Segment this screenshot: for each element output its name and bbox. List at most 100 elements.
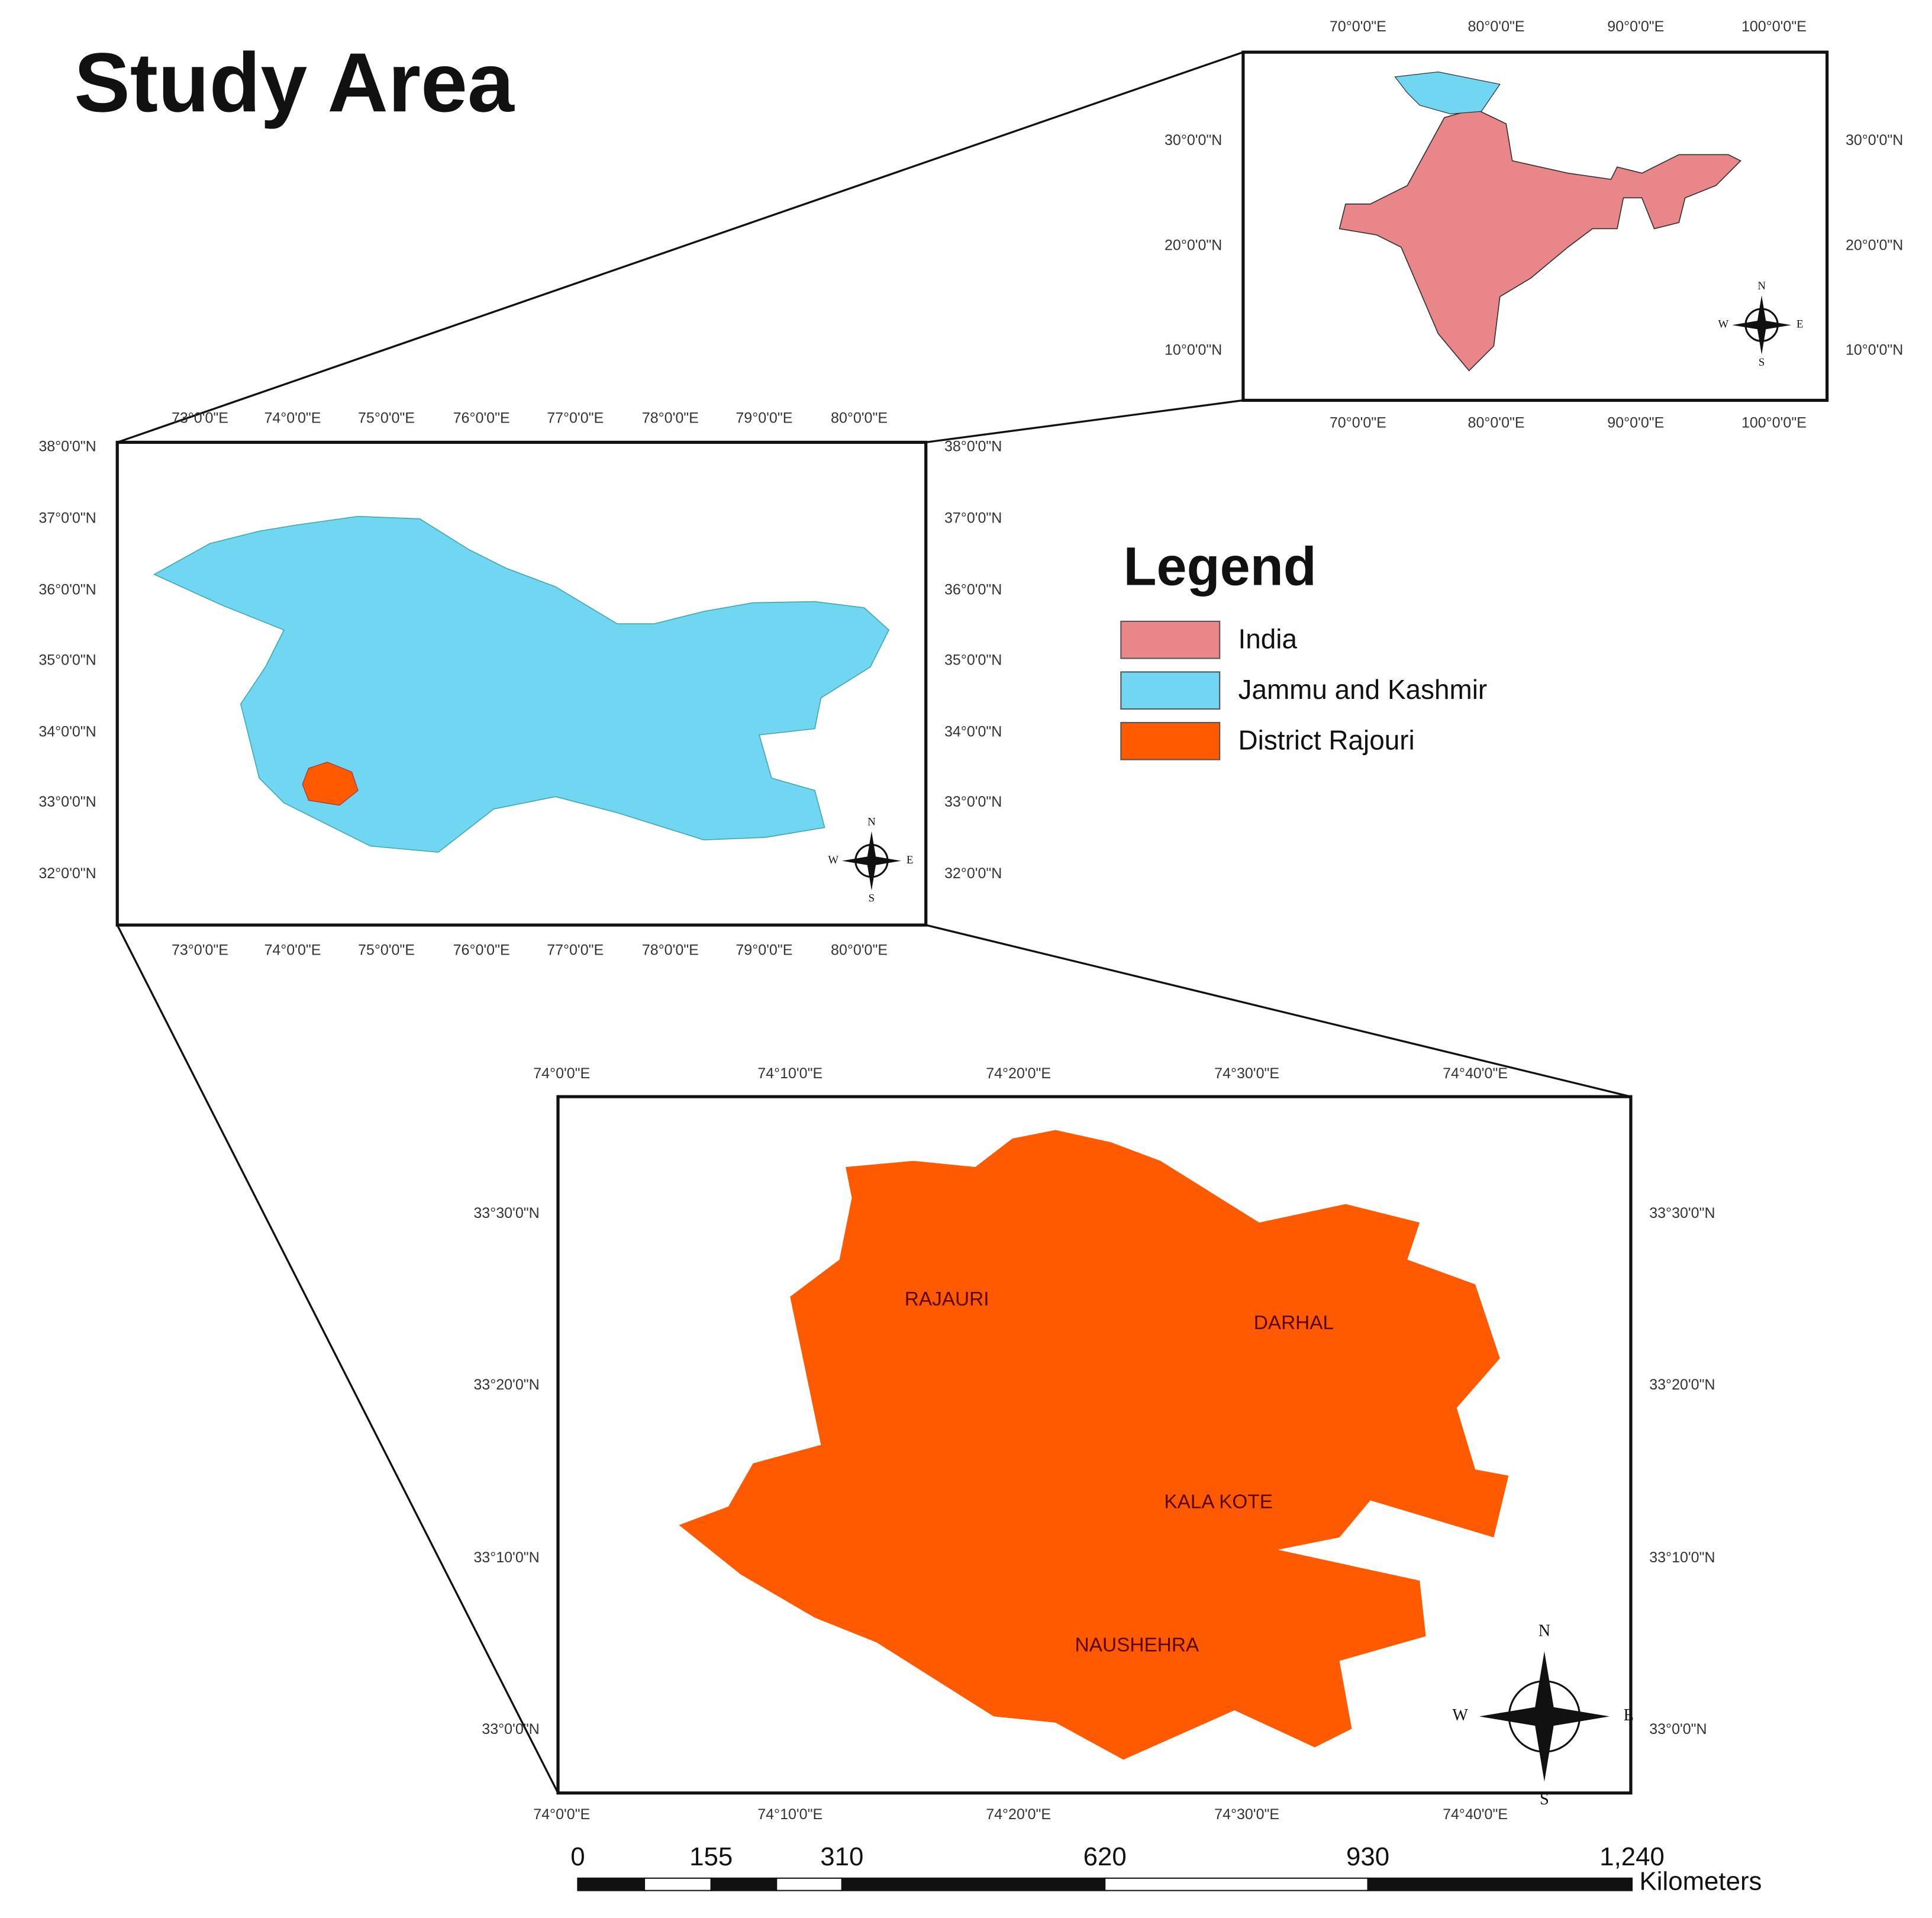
longitude-label: 76°0'0"E [453,410,510,426]
latitude-label: 33°10'0"N [473,1549,539,1566]
longitude-label: 79°0'0"E [736,410,792,426]
legend-label: India [1238,623,1298,654]
scale-bar: 0 155 310 620 930 1,240 [570,1842,1665,1891]
latitude-label: 33°10'0"N [1649,1549,1715,1566]
compass-letter: N [1757,280,1766,292]
scale-label: 155 [689,1842,733,1871]
compass-star [1732,295,1792,355]
latitude-label: 20°0'0"N [1846,237,1903,253]
longitude-label: 70°0'0"E [1330,18,1386,35]
longitude-label: 78°0'0"E [642,942,699,959]
longitude-label: 77°0'0"E [547,942,604,959]
latitude-label: 36°0'0"N [38,581,96,598]
compass-star [841,831,901,891]
longitude-label: 74°40'0"E [1443,1065,1508,1082]
scale-segment [1367,1877,1633,1891]
longitude-label: 74°0'0"E [264,410,321,426]
north-arrow: N S E W [1718,280,1804,369]
scale-segment [1104,1877,1369,1891]
scale-segment [710,1877,778,1891]
compass-letter: N [1538,1622,1550,1640]
longitude-label: 79°0'0"E [736,942,792,959]
compass-letter: W [1452,1706,1468,1724]
latitude-label: 33°20'0"N [473,1377,539,1393]
compass-letter: S [1759,356,1765,369]
longitude-label: 90°0'0"E [1607,18,1664,35]
longitude-label: 100°0'0"E [1741,18,1807,35]
latitude-label: 33°0'0"N [1649,1721,1707,1738]
latitude-label: 35°0'0"N [38,652,96,668]
north-arrow: N S E W [828,815,913,904]
longitude-label: 80°0'0"E [831,942,888,959]
scale-label: 620 [1083,1842,1127,1871]
longitude-label: 74°30'0"E [1214,1806,1279,1823]
longitude-label: 76°0'0"E [453,942,510,959]
latitude-label: 33°30'0"N [473,1205,539,1221]
latitude-label: 33°30'0"N [1649,1205,1715,1221]
scale-label: 310 [820,1842,863,1871]
compass-letter: S [1540,1790,1549,1809]
compass-letter: W [1718,318,1729,331]
scale-label: 0 [570,1842,585,1871]
compass-letter: E [1624,1706,1634,1724]
latitude-label: 35°0'0"N [944,652,1002,668]
compass-star [1479,1651,1610,1782]
legend: India Jammu and Kashmir District Rajouri [1120,620,1488,760]
connector [117,51,1244,443]
longitude-label: 77°0'0"E [547,410,604,426]
longitude-label: 78°0'0"E [642,410,699,426]
latitude-label: 30°0'0"N [1165,132,1222,149]
longitude-label: 74°10'0"E [757,1065,823,1082]
connector [116,924,559,1794]
scale-segment [841,1877,1106,1891]
legend-title: Legend [1123,537,1316,597]
district-label: DARHAL [1254,1312,1334,1334]
longitude-label: 74°0'0"E [264,942,321,959]
scale-unit: Kilometers [1640,1867,1762,1896]
longitude-label: 75°0'0"E [358,942,415,959]
latitude-label: 33°0'0"N [482,1721,539,1738]
north-arrow: N S E W [1452,1622,1633,1809]
latitude-label: 37°0'0"N [944,510,1002,526]
latitude-label: 37°0'0"N [38,510,96,526]
latitude-label: 36°0'0"N [944,581,1002,598]
compass-letter: N [867,815,876,828]
longitude-label: 74°40'0"E [1443,1806,1508,1823]
latitude-label: 20°0'0"N [1165,237,1222,253]
longitude-label: 100°0'0"E [1741,415,1807,431]
compass-letter: S [869,892,875,905]
longitude-label: 73°0'0"E [172,410,228,426]
latitude-label: 34°0'0"N [944,723,1002,740]
longitude-label: 70°0'0"E [1330,415,1386,431]
latitude-label: 33°0'0"N [944,794,1002,810]
scale-segment [577,1877,646,1891]
legend-label: Jammu and Kashmir [1238,674,1488,705]
longitude-label: 90°0'0"E [1607,415,1664,431]
connector [925,399,1244,444]
longitude-label: 74°0'0"E [533,1065,590,1082]
latitude-label: 32°0'0"N [38,865,96,882]
india-shape [1338,108,1742,372]
latitude-label: 38°0'0"N [38,438,96,454]
longitude-label: 74°20'0"E [986,1065,1051,1082]
latitude-label: 10°0'0"N [1846,342,1903,359]
title: Study Area [74,36,515,130]
latitude-label: 30°0'0"N [1846,132,1903,149]
legend-swatch [1120,671,1221,710]
scale-label: 1,240 [1599,1842,1665,1871]
legend-label: District Rajouri [1238,724,1415,755]
district-label: RAJAURI [905,1288,989,1310]
longitude-label: 74°30'0"E [1214,1065,1279,1082]
legend-swatch [1120,620,1221,659]
longitude-label: 73°0'0"E [172,942,228,959]
scale-segment [643,1877,712,1891]
longitude-label: 75°0'0"E [358,410,415,426]
longitude-label: 74°0'0"E [533,1806,590,1823]
longitude-label: 80°0'0"E [1468,415,1525,431]
legend-swatch [1120,721,1221,760]
latitude-label: 33°0'0"N [38,794,96,810]
connector [925,924,1631,1098]
longitude-label: 74°20'0"E [986,1806,1051,1823]
